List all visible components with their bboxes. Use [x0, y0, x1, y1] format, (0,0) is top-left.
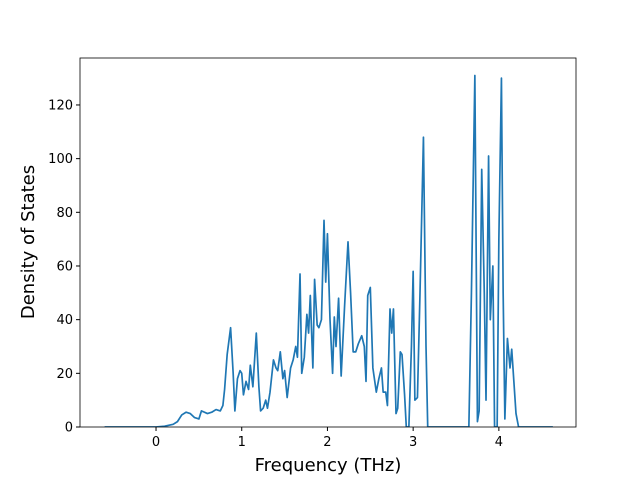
y-tick-label: 80	[56, 206, 73, 221]
x-tick-label: 2	[323, 435, 331, 450]
y-tick-label: 40	[56, 313, 73, 328]
x-tick-label: 3	[409, 435, 417, 450]
x-axis-label: Frequency (THz)	[255, 455, 402, 476]
plot-frame	[79, 57, 577, 428]
x-tick-label: 1	[238, 435, 246, 450]
y-axis-label: Density of States	[18, 165, 39, 319]
y-tick-label: 20	[56, 367, 73, 382]
line	[104, 74, 553, 427]
x-tick-label: 4	[495, 435, 503, 450]
y-tick-label: 100	[48, 152, 73, 167]
y-tick-label: 120	[48, 98, 73, 113]
x-tick-label: 0	[152, 435, 160, 450]
y-tick-label: 60	[56, 259, 73, 274]
y-tick-label: 0	[65, 421, 73, 436]
